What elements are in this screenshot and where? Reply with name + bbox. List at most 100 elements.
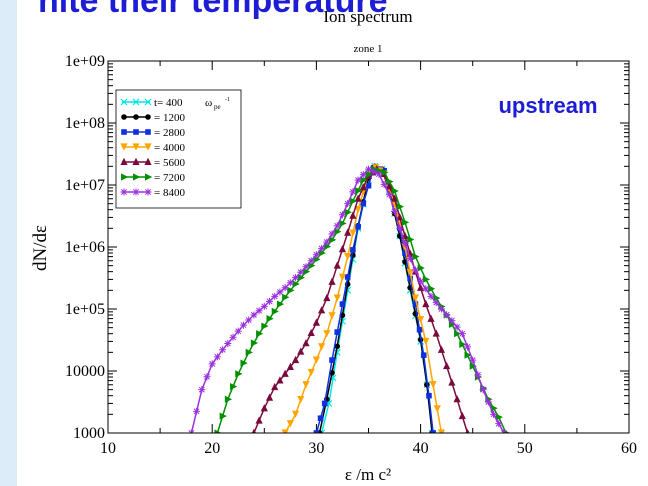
annotation-upstream: upstream (498, 93, 597, 118)
series-point (380, 180, 388, 188)
series-point (317, 415, 324, 422)
series-point (193, 407, 201, 415)
y-tick-label: 1e+09 (65, 53, 105, 70)
legend-entry-label: t= 400 (154, 97, 183, 109)
x-tick-label: 40 (413, 440, 429, 457)
series-point (355, 186, 363, 195)
series-point (224, 340, 232, 348)
series-point (286, 279, 294, 287)
series-point (203, 373, 211, 381)
series-point (328, 230, 336, 238)
series-point (302, 268, 311, 276)
series-point (344, 228, 352, 236)
legend-unit-sup: -1 (225, 97, 230, 103)
legend-swatch-marker (144, 98, 152, 106)
series-point (235, 370, 243, 378)
chart-title: Ion spectrum (323, 7, 412, 26)
series-point (245, 316, 253, 324)
legend-unit-omega: ω (205, 97, 212, 109)
series-point (323, 238, 331, 246)
series-point (396, 213, 404, 221)
y-tick-label: 10000 (65, 363, 105, 380)
series-point (229, 333, 237, 341)
series-point (411, 294, 419, 302)
series-point (323, 293, 331, 302)
series-point (338, 244, 347, 253)
x-tick-label: 20 (204, 440, 220, 457)
series-point (318, 249, 326, 257)
series-point (360, 176, 368, 184)
series-point (219, 412, 227, 420)
series-point (333, 222, 341, 230)
series-point (219, 346, 227, 354)
series-point (239, 321, 247, 329)
series-point (385, 182, 393, 190)
legend: t= 400 ω pe -1 = 1200 = 2800 = 4000 = 5600 = 720… (115, 89, 242, 209)
series-point (302, 263, 310, 271)
series-point (407, 275, 413, 282)
series-point (437, 305, 445, 313)
series-point (354, 194, 362, 202)
legend-unit-sub: pe (214, 103, 221, 111)
series-point (198, 386, 206, 394)
series-point (401, 218, 410, 226)
series-point (454, 330, 462, 338)
series-point (443, 311, 451, 319)
series-point (328, 312, 336, 320)
y-tick-label: 1e+06 (65, 239, 105, 256)
series-point (312, 318, 320, 326)
legend-swatch-marker (121, 129, 127, 135)
series-point (469, 356, 477, 364)
series-point (281, 429, 289, 433)
legend-swatch-marker (132, 98, 140, 106)
series-point (417, 264, 425, 272)
series-point (208, 360, 216, 368)
legend-swatch-marker (121, 114, 127, 120)
series-point (349, 211, 357, 219)
series-point (230, 382, 238, 391)
series-point (412, 253, 420, 261)
series-point (417, 316, 425, 324)
series-point (412, 301, 419, 307)
legend-swatch-marker (144, 143, 152, 151)
series-point (287, 286, 295, 294)
legend-box (115, 89, 242, 209)
series-point (334, 228, 342, 236)
legend-entry-label: = 5600 (154, 157, 185, 169)
series-point (250, 311, 258, 319)
series-point (420, 352, 427, 358)
series-point (297, 268, 305, 276)
series-point (339, 219, 347, 228)
legend-swatch-marker (133, 173, 141, 181)
series-point (344, 253, 352, 261)
series-point (365, 165, 372, 173)
series-point (292, 280, 300, 288)
legend-entry-label: = 1200 (154, 112, 185, 124)
series-point (256, 330, 264, 338)
series-point (459, 340, 467, 349)
series-point (255, 307, 263, 315)
series-point (402, 250, 408, 256)
series-point (360, 200, 367, 207)
series-point (443, 361, 451, 370)
y-axis-label: dN/dε (30, 225, 51, 271)
series-point (406, 268, 414, 277)
slide-title: nite their temperature (38, 0, 388, 20)
series-point (428, 285, 436, 293)
series-point (260, 302, 268, 310)
series-point (286, 420, 294, 428)
series-point (365, 171, 373, 179)
legend-swatch-marker (120, 157, 128, 165)
series-point (297, 347, 305, 355)
series-point (437, 345, 446, 353)
series-point (250, 339, 259, 347)
series-point (406, 255, 414, 263)
series-point (271, 382, 279, 391)
series-point (433, 294, 441, 302)
series-point (429, 381, 437, 389)
series-point (416, 326, 423, 333)
series-point (292, 274, 300, 282)
legend-swatch-marker (133, 114, 139, 120)
chart-subtitle: zone 1 (353, 43, 382, 55)
